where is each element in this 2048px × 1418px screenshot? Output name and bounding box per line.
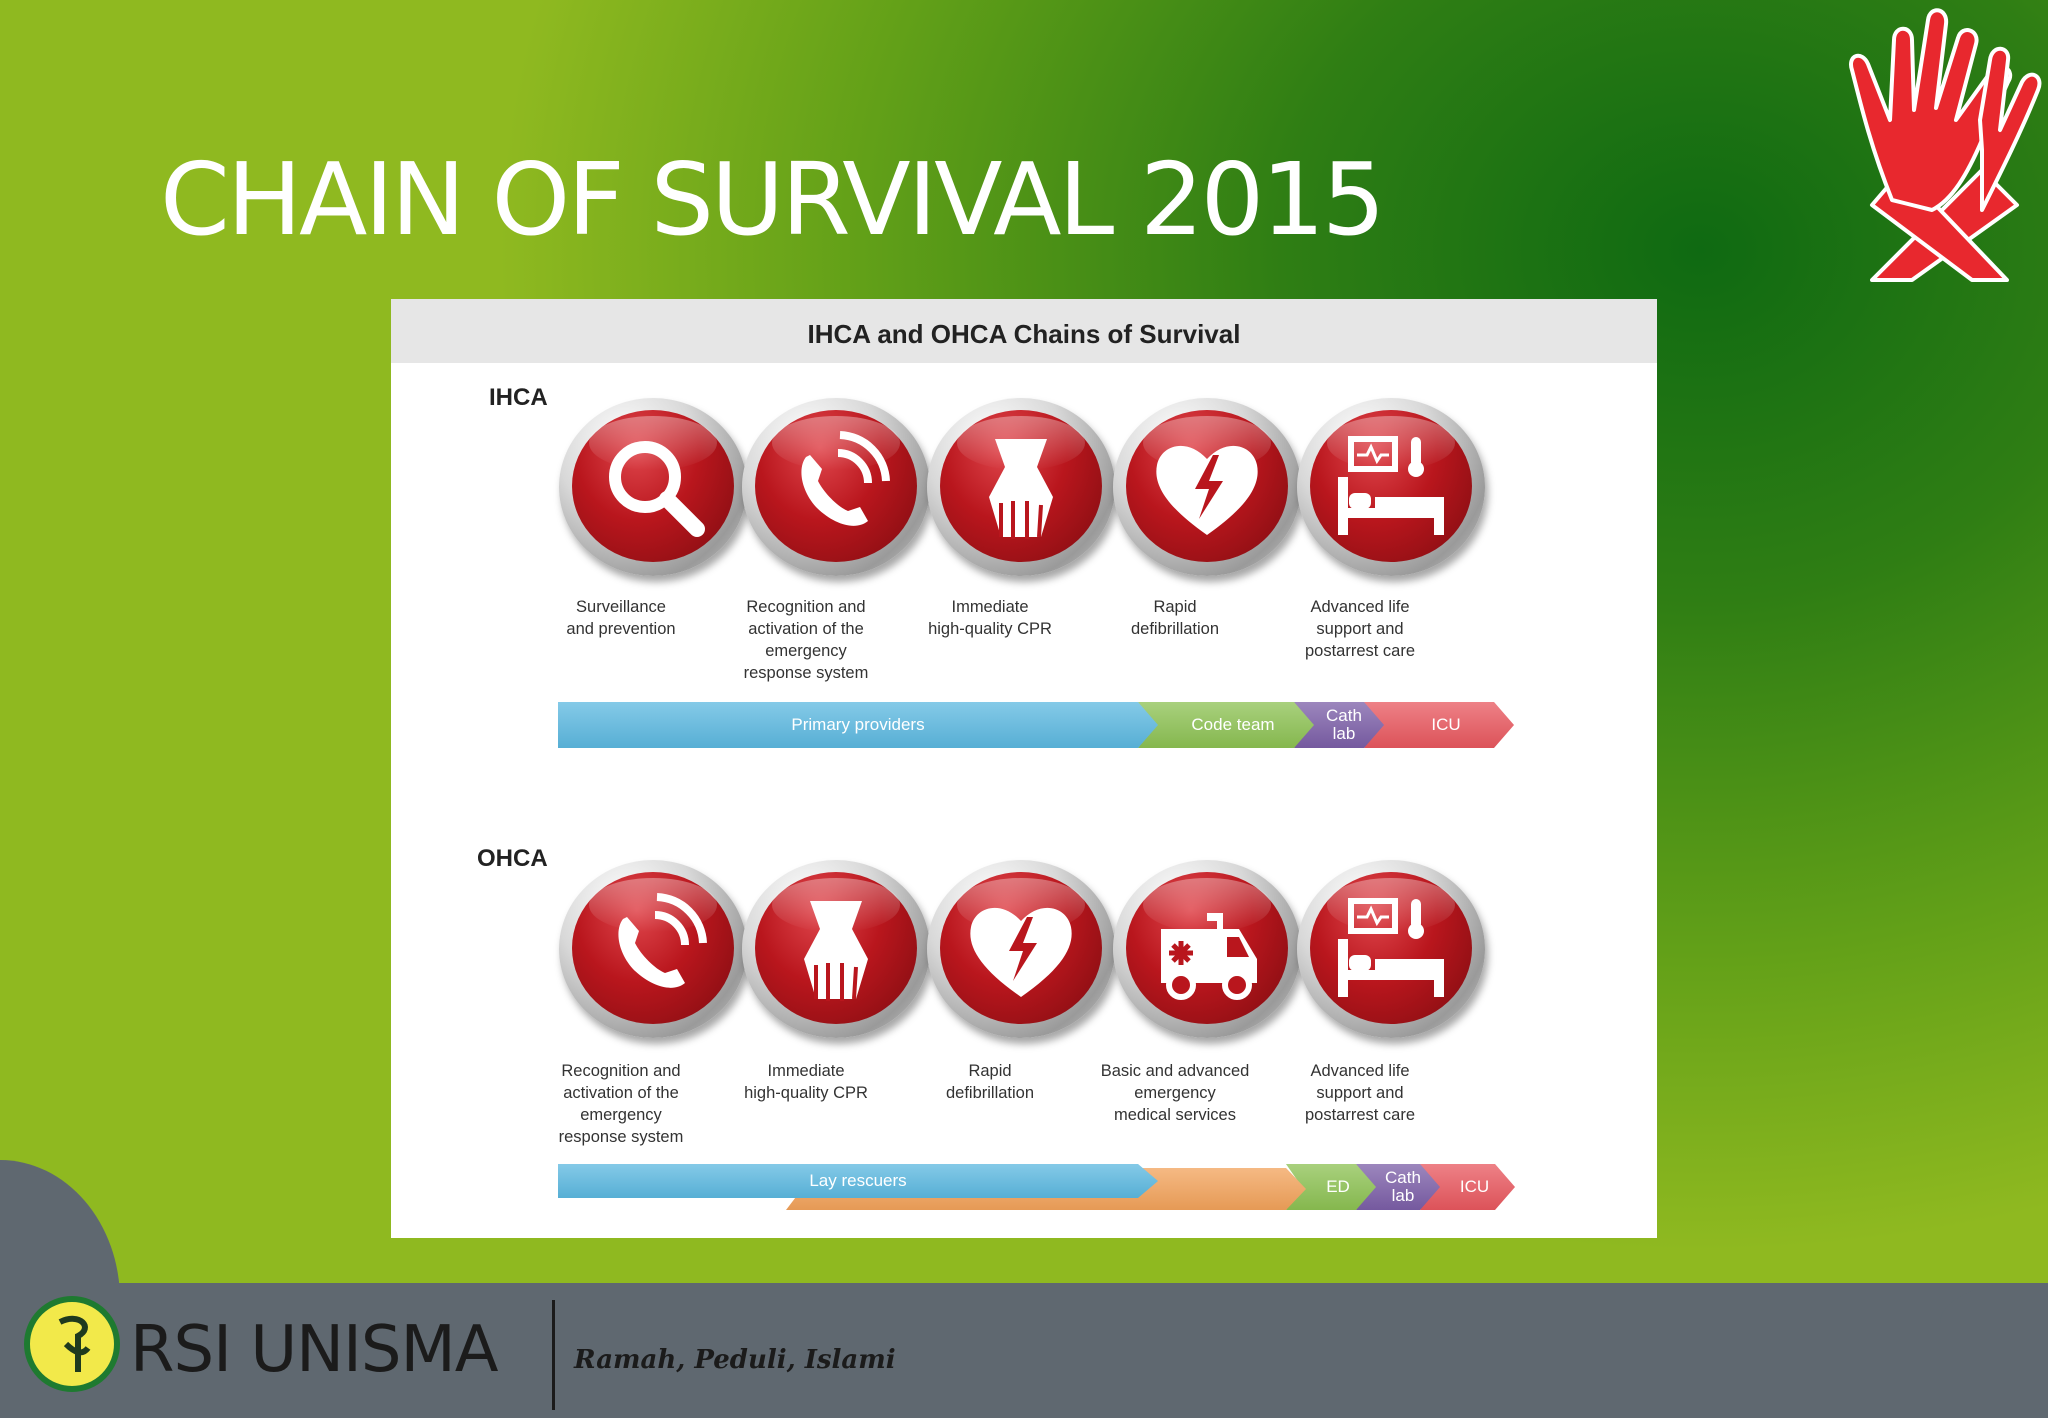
caption-line: Surveillance [576, 598, 666, 616]
ihca-provider-primary-providers: Primary providers [558, 702, 1158, 748]
hospital-bed-icon [1338, 898, 1444, 997]
ihca-link-caption-4: Rapid defibrillation [1090, 596, 1260, 640]
provider-label: ICU [1459, 1177, 1490, 1196]
caption-line: Basic and advanced [1100, 1062, 1250, 1080]
heart-defibrillation-icon [970, 907, 1072, 997]
provider-label: ICU [1431, 715, 1461, 734]
ohca-provider-ed: ED [1286, 1164, 1376, 1210]
ihca-link-caption-2: Recognition and activation of the emergenc… [721, 596, 891, 684]
figure-header [391, 299, 1657, 363]
caption-line: support and [1316, 620, 1404, 638]
ihca-chain-link-5 [1297, 398, 1485, 576]
caption-line: medical services [1114, 1106, 1236, 1124]
provider-label: Lay rescuers [809, 1171, 907, 1190]
caption-line: postarrest care [1304, 642, 1416, 660]
caption-line: Recognition and [746, 598, 866, 616]
footer-divider [552, 1300, 555, 1410]
ohca-link-caption-5: Advanced life support and postarrest care [1275, 1060, 1445, 1126]
ihca-link-caption-3: Immediate high-quality CPR [905, 596, 1075, 640]
link-disc [572, 410, 734, 562]
hospital-bed-icon [1338, 436, 1444, 535]
caption-line: defibrillation [945, 1084, 1035, 1102]
caption-line: Advanced life [1310, 598, 1410, 616]
ohca-chain-link-5 [1297, 860, 1485, 1038]
link-disc [755, 410, 917, 562]
ihca-provider-cath-lab: Cath lab [1294, 702, 1384, 748]
caption-line: high-quality CPR [744, 1084, 868, 1102]
phone-icon [618, 893, 707, 988]
caption-line: support and [1316, 1084, 1404, 1102]
ambulance-icon [1161, 913, 1257, 1000]
caption-line: Immediate [767, 1062, 845, 1080]
ohca-link-caption-2: Immediate high-quality CPR [721, 1060, 891, 1104]
brand-tagline: Ramah, Peduli, Islami [574, 1345, 896, 1375]
ihca-chain-link-1 [559, 398, 747, 576]
caption-line: Immediate [951, 598, 1029, 616]
ihca-link-caption-5: Advanced life support and postarrest care [1275, 596, 1445, 662]
cpr-hands-icon [804, 901, 868, 1001]
ohca-chain-link-1 [559, 860, 747, 1038]
link-disc [1310, 872, 1472, 1024]
link-gloss [1143, 878, 1271, 932]
caption-line: activation of the [748, 620, 864, 638]
link-disc [1310, 410, 1472, 562]
heart-defibrillation-icon [1156, 445, 1258, 535]
caption-line: defibrillation [1130, 620, 1220, 638]
provider-label: Cath lab [1326, 706, 1362, 743]
caption-line: and prevention [566, 620, 676, 638]
ihca-chain-link-4 [1113, 398, 1301, 576]
ohca-link-caption-3: Rapid defibrillation [905, 1060, 1075, 1104]
ohca-chain-link-4 [1113, 860, 1301, 1038]
ihca-chain-link-3 [927, 398, 1115, 576]
provider-label: Code team [1191, 715, 1275, 734]
link-disc [572, 872, 734, 1024]
rsi-unisma-emblem-icon [24, 1296, 120, 1392]
ihca-provider-code-team: Code team [1138, 702, 1314, 748]
caption-line: response system [558, 1128, 684, 1146]
caption-line: Advanced life [1310, 1062, 1410, 1080]
cpr-hands-icon [989, 439, 1053, 539]
caption-line: emergency [580, 1106, 662, 1124]
ohca-link-caption-4: Basic and advanced emergency medical servi… [1090, 1060, 1260, 1126]
caption-line: emergency [1134, 1084, 1216, 1102]
chain-of-survival-figure: IHCA and OHCA Chains of Survival IHCA OH… [391, 299, 1657, 1238]
provider-label: Primary providers [791, 715, 925, 734]
ohca-chain-link-2 [742, 860, 930, 1038]
ohca-provider-lay-rescuers: Lay rescuers [558, 1164, 1158, 1198]
provider-label: ED [1326, 1177, 1350, 1196]
footer-bar [0, 1283, 2048, 1418]
figure-title: IHCA and OHCA Chains of Survival [807, 319, 1241, 349]
caption-line: activation of the [563, 1084, 679, 1102]
magnifier-icon [609, 441, 705, 537]
caption-line: Recognition and [561, 1062, 681, 1080]
phone-icon [801, 431, 890, 526]
caption-line: emergency [765, 642, 847, 660]
ihca-provider-icu: ICU [1364, 702, 1514, 748]
slide-title: CHAIN OF SURVIVAL 2015 [160, 141, 1386, 258]
ohca-chain-link-3 [927, 860, 1115, 1038]
caption-line: response system [743, 664, 869, 682]
cpr-hands-logo-icon [1849, 8, 2042, 282]
ihca-link-caption-1: Surveillance and prevention [536, 596, 706, 640]
brand-name: RSI UNISMA [130, 1313, 499, 1387]
ihca-chain-link-2 [742, 398, 930, 576]
caption-line: Rapid [968, 1062, 1012, 1080]
caption-line: Rapid [1153, 598, 1197, 616]
caption-line: postarrest care [1304, 1106, 1416, 1124]
caption-line: high-quality CPR [928, 620, 1052, 638]
ohca-label: OHCA [477, 845, 548, 872]
ohca-link-caption-1: Recognition and activation of the emergenc… [536, 1060, 706, 1148]
provider-label: Cath lab [1385, 1168, 1421, 1205]
ihca-label: IHCA [489, 384, 548, 411]
